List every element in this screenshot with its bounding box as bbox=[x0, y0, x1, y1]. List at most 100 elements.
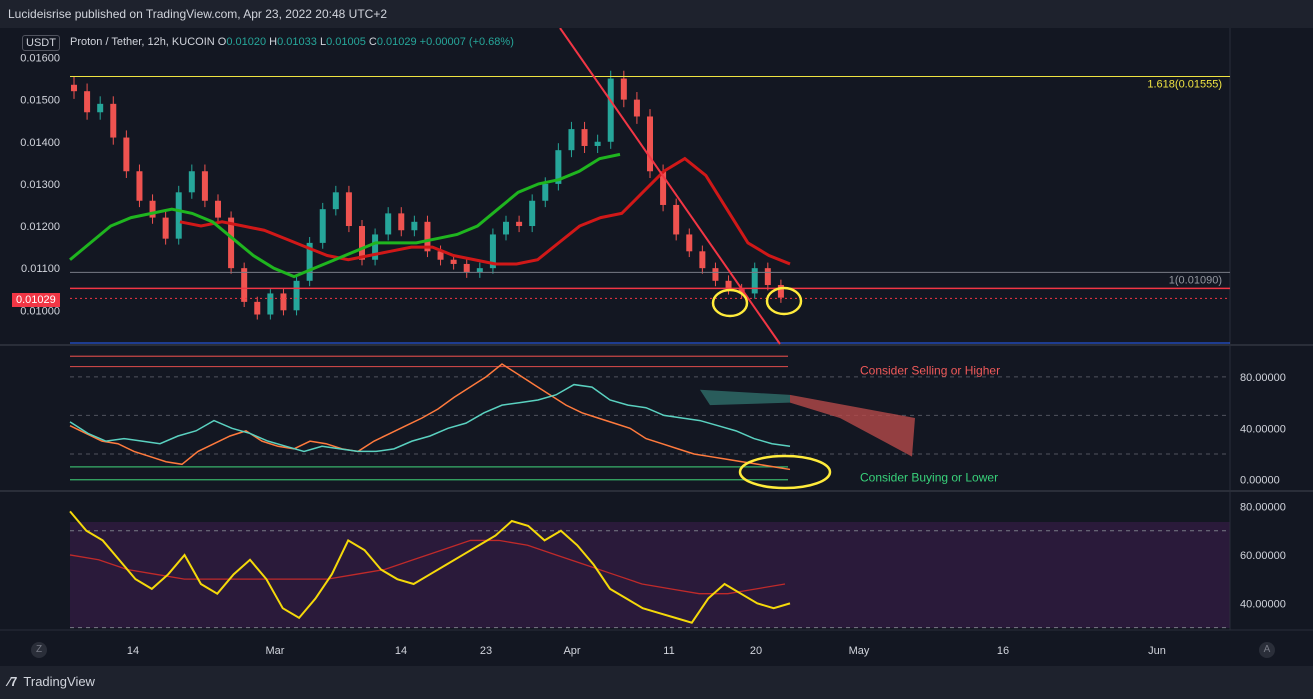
time-tick-label: 11 bbox=[663, 645, 674, 657]
annotation-circle bbox=[711, 288, 749, 318]
annotation-sell: Consider Selling or Higher bbox=[860, 364, 1000, 378]
candle-body bbox=[385, 213, 392, 235]
time-tick-label: Apr bbox=[563, 645, 580, 657]
candle-body bbox=[293, 280, 300, 311]
rsi-tick-label: 80.00000 bbox=[1240, 502, 1286, 514]
auto-scale-button[interactable]: Z bbox=[31, 642, 47, 658]
moving-average-green bbox=[69, 152, 621, 279]
price-tick-label: 0.01000 bbox=[20, 305, 60, 317]
candle-body bbox=[594, 141, 601, 146]
top-bar: Lucideisrise published on TradingView.co… bbox=[0, 0, 1313, 28]
candle-body bbox=[581, 129, 588, 146]
forecast-cloud bbox=[790, 394, 915, 457]
candle-body bbox=[777, 285, 784, 298]
log-scale-button[interactable]: A bbox=[1259, 642, 1275, 658]
oscillator-tick-label: 0.00000 bbox=[1240, 475, 1280, 487]
oscillator-series bbox=[69, 363, 791, 471]
candle-body bbox=[215, 200, 221, 218]
candle-body bbox=[162, 217, 169, 239]
candle-body bbox=[175, 192, 182, 239]
candle-body bbox=[241, 268, 248, 302]
candle-body bbox=[542, 183, 549, 201]
candle-body bbox=[84, 91, 91, 113]
rsi-ma-red bbox=[69, 539, 786, 595]
tradingview-brand[interactable]: ⁄7 TradingView bbox=[8, 674, 95, 689]
moving-average-red bbox=[179, 156, 791, 266]
candle-body bbox=[306, 242, 313, 281]
legend-high-label: H bbox=[269, 36, 278, 48]
rsi-line bbox=[69, 510, 791, 624]
currency-badge[interactable]: USDT bbox=[22, 35, 60, 51]
publish-info: Lucideisrise published on TradingView.co… bbox=[8, 7, 388, 21]
candle-body bbox=[660, 171, 667, 205]
time-tick-label: 14 bbox=[395, 645, 407, 657]
candle-body bbox=[516, 221, 523, 227]
candle-body bbox=[136, 171, 143, 201]
legend-low: 0.01005 bbox=[326, 36, 366, 48]
candle-body bbox=[97, 103, 104, 113]
candle-body bbox=[332, 192, 339, 210]
bottom-bar: ⁄7 TradingView bbox=[0, 666, 1313, 699]
candle-body bbox=[503, 221, 509, 235]
candle-body bbox=[555, 150, 562, 184]
candle-body bbox=[699, 251, 706, 269]
fib-level-label: 1.618(0.01555) bbox=[1147, 78, 1222, 90]
ichimoku-cloud bbox=[700, 389, 790, 406]
fib-level-label: 1(0.01090) bbox=[1169, 274, 1222, 286]
time-tick-label: 20 bbox=[750, 645, 762, 657]
time-tick-label: May bbox=[849, 645, 870, 657]
candle-body bbox=[673, 204, 680, 235]
time-tick-label: Jun bbox=[1148, 645, 1166, 657]
tradingview-logo-icon: ⁄7 bbox=[8, 674, 18, 689]
candle-body bbox=[359, 226, 365, 260]
candle-body bbox=[372, 234, 379, 260]
chart-svg[interactable]: 1.618(0.01555) 1(0.01090) Consider Selling… bbox=[0, 28, 1313, 666]
price-tick-label: 0.01600 bbox=[20, 52, 60, 64]
candle-body bbox=[647, 116, 653, 172]
candle-body bbox=[529, 200, 536, 227]
price-tick-label: 0.01100 bbox=[21, 263, 60, 275]
rsi-tick-label: 40.00000 bbox=[1240, 598, 1286, 610]
candle-body bbox=[280, 293, 287, 311]
rsi-band bbox=[70, 522, 1230, 628]
candle-body bbox=[476, 268, 483, 273]
candle-body bbox=[712, 268, 719, 281]
candle-body bbox=[398, 213, 405, 231]
candle-body bbox=[254, 301, 261, 315]
oscillator-series bbox=[69, 383, 791, 453]
time-tick-label: 23 bbox=[480, 645, 492, 657]
brand-label: TradingView bbox=[23, 674, 95, 689]
candle-body bbox=[764, 268, 771, 286]
price-tick-label: 0.01300 bbox=[20, 179, 60, 191]
candle-body bbox=[738, 289, 745, 294]
candle-body bbox=[424, 221, 431, 252]
candle-body bbox=[437, 251, 444, 260]
price-tick-label: 0.01400 bbox=[20, 137, 60, 149]
legend-high: 0.01033 bbox=[277, 36, 317, 48]
candle-body bbox=[489, 234, 496, 269]
legend-low-label: L bbox=[319, 36, 327, 48]
oscillator-tick-label: 80.00000 bbox=[1240, 372, 1286, 384]
candle-body bbox=[633, 99, 640, 117]
annotation-circle bbox=[738, 454, 832, 490]
candle-body bbox=[725, 280, 732, 290]
time-tick-label: 16 bbox=[997, 645, 1009, 657]
price-candles bbox=[71, 70, 784, 320]
candle-body bbox=[411, 221, 418, 231]
candle-body bbox=[463, 263, 470, 273]
time-tick-label: 14 bbox=[127, 645, 139, 657]
candle-body bbox=[149, 200, 156, 218]
downtrend-line bbox=[559, 28, 781, 345]
candle-body bbox=[188, 171, 195, 193]
oscillator-tick-label: 40.00000 bbox=[1240, 423, 1286, 435]
annotation-circle bbox=[765, 286, 803, 316]
candle-body bbox=[620, 78, 627, 100]
candle-body bbox=[201, 171, 208, 201]
annotation-buy: Consider Buying or Lower bbox=[860, 471, 998, 485]
legend-open-label: O bbox=[217, 36, 227, 48]
time-tick-label: Mar bbox=[266, 645, 285, 657]
legend-close: 0.01029 bbox=[376, 36, 417, 48]
candle-body bbox=[751, 268, 758, 294]
candle-body bbox=[686, 234, 693, 252]
last-price-tag: 0.01029 bbox=[12, 293, 60, 307]
